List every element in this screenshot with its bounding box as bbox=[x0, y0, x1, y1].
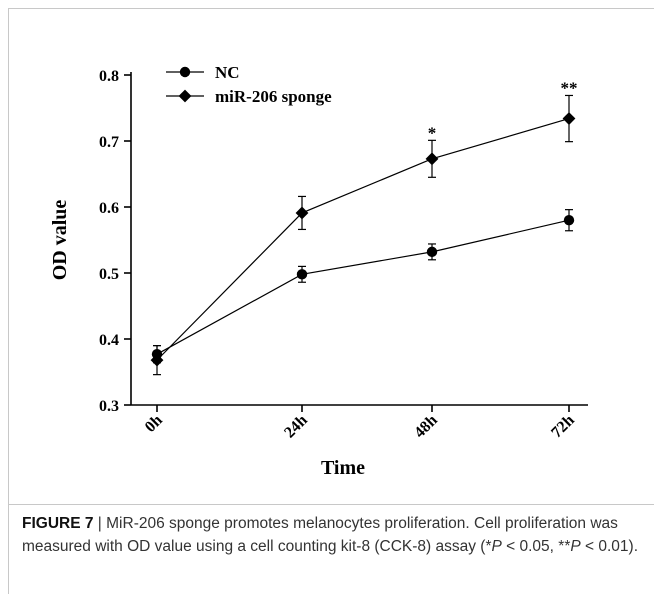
y-tick-label: 0.5 bbox=[99, 266, 119, 283]
y-tick-label: 0.6 bbox=[99, 200, 119, 217]
chart-axes bbox=[130, 72, 588, 406]
x-tick-label: 24h bbox=[281, 412, 311, 442]
legend-label: miR-206 sponge bbox=[215, 87, 332, 106]
diamond-marker bbox=[562, 112, 576, 125]
circle-marker bbox=[296, 269, 308, 280]
y-tick-label: 0.3 bbox=[99, 398, 119, 415]
diamond-marker bbox=[150, 353, 164, 367]
y-axis-title: OD value bbox=[49, 200, 71, 281]
series-nc bbox=[151, 209, 575, 364]
diamond-marker bbox=[425, 152, 439, 166]
circle-marker bbox=[179, 66, 191, 78]
y-tick-label: 0.8 bbox=[99, 68, 119, 85]
caption-divider bbox=[8, 504, 654, 505]
caption-p-symbol-1: P bbox=[491, 538, 502, 555]
circle-marker bbox=[426, 246, 438, 258]
series-layer bbox=[150, 94, 576, 376]
diamond-marker bbox=[295, 206, 309, 220]
caption-p-symbol-2: P bbox=[570, 538, 581, 555]
significance-mark: * bbox=[428, 123, 437, 142]
x-ticks: 0h 24h 48h 72h bbox=[142, 405, 578, 441]
legend-label: NC bbox=[215, 63, 240, 82]
y-ticks: 0.3 0.4 0.5 0.6 0.7 0.8 bbox=[99, 68, 131, 415]
chart-legend: NC miR-206 sponge bbox=[166, 63, 332, 106]
x-axis-title: Time bbox=[321, 457, 365, 479]
significance-annotations: *** bbox=[428, 78, 578, 142]
series-line bbox=[156, 219, 570, 355]
frame-left-border bbox=[8, 8, 9, 594]
significance-mark: ** bbox=[561, 78, 578, 97]
figure-label: FIGURE 7 bbox=[22, 515, 94, 532]
circle-marker bbox=[563, 215, 575, 226]
diamond-marker bbox=[178, 89, 192, 103]
series-line bbox=[156, 117, 570, 361]
x-tick-label: 48h bbox=[411, 412, 441, 442]
series-mir-206-sponge bbox=[150, 94, 576, 376]
x-tick-label: 0h bbox=[142, 412, 166, 436]
figure-caption: FIGURE 7 | MiR-206 sponge promotes melan… bbox=[22, 512, 642, 558]
y-tick-label: 0.4 bbox=[99, 332, 119, 349]
caption-text-part-2: < 0.05, ** bbox=[501, 538, 571, 555]
frame-top-border bbox=[8, 8, 654, 9]
caption-text-part-3: < 0.01). bbox=[580, 538, 639, 555]
caption-text-part-1: MiR-206 sponge promotes melanocytes prol… bbox=[22, 515, 618, 555]
y-tick-label: 0.7 bbox=[99, 134, 119, 151]
line-chart: 0.30.40.50.60.70.8 0h 24h 48h 72h *** NCmiR… bbox=[49, 63, 588, 479]
x-tick-label: 72h bbox=[548, 412, 578, 442]
figure-label-separator: | bbox=[97, 515, 102, 532]
